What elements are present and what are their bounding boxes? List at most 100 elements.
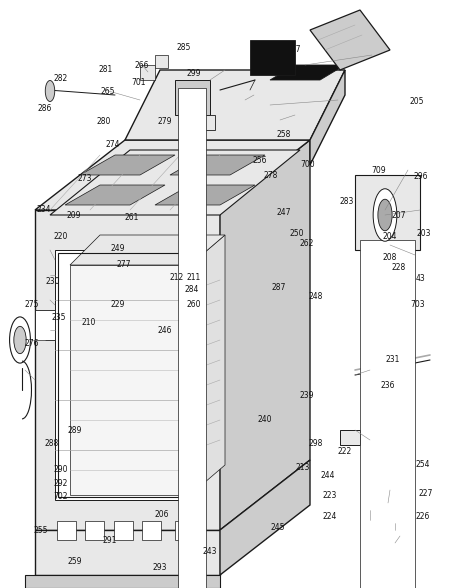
Polygon shape	[155, 55, 168, 68]
Polygon shape	[25, 575, 220, 588]
Bar	[114, 521, 133, 540]
Text: 700: 700	[300, 161, 314, 169]
Text: 262: 262	[300, 239, 314, 248]
Text: 208: 208	[383, 253, 397, 262]
Text: 702: 702	[54, 492, 68, 501]
Text: 276: 276	[25, 339, 39, 348]
Text: 259: 259	[68, 557, 82, 566]
Text: 288: 288	[44, 439, 58, 447]
Polygon shape	[220, 140, 310, 530]
Polygon shape	[35, 210, 220, 530]
Text: 283: 283	[340, 197, 354, 206]
Text: 223: 223	[322, 491, 337, 500]
Text: 231: 231	[385, 355, 400, 363]
Text: 282: 282	[54, 74, 68, 83]
Bar	[57, 521, 76, 540]
Text: 254: 254	[416, 460, 430, 469]
Text: 285: 285	[177, 43, 191, 52]
Polygon shape	[50, 150, 300, 215]
Polygon shape	[185, 115, 215, 130]
Text: 226: 226	[416, 512, 430, 521]
Text: 278: 278	[264, 171, 278, 180]
Text: 298: 298	[308, 439, 322, 447]
Text: 273: 273	[77, 174, 91, 183]
Polygon shape	[270, 65, 345, 80]
Polygon shape	[175, 80, 210, 115]
Text: 275: 275	[25, 300, 39, 309]
Polygon shape	[310, 10, 390, 70]
Text: 261: 261	[125, 213, 139, 222]
Text: 281: 281	[98, 65, 112, 74]
Text: 256: 256	[253, 156, 267, 165]
Text: 265: 265	[101, 87, 115, 96]
Text: 284: 284	[185, 285, 199, 295]
Text: 248: 248	[308, 292, 322, 300]
Text: 222: 222	[338, 447, 352, 456]
Text: 255: 255	[33, 526, 47, 534]
Bar	[175, 521, 194, 540]
Text: 204: 204	[383, 232, 397, 240]
Text: 246: 246	[158, 326, 172, 335]
Text: 205: 205	[410, 98, 424, 106]
Text: 213: 213	[295, 463, 310, 472]
Text: 43: 43	[416, 274, 426, 283]
Polygon shape	[70, 235, 225, 265]
Text: 236: 236	[381, 381, 395, 390]
Circle shape	[373, 189, 397, 241]
Text: 250: 250	[289, 229, 303, 238]
Text: 230: 230	[46, 277, 60, 286]
Text: 290: 290	[54, 465, 68, 474]
Text: 212: 212	[169, 273, 183, 282]
Text: 240: 240	[257, 416, 272, 425]
Text: 227: 227	[419, 489, 433, 498]
Polygon shape	[55, 250, 200, 500]
Text: 235: 235	[52, 313, 66, 322]
Polygon shape	[70, 265, 190, 495]
Text: 239: 239	[300, 392, 314, 400]
Text: 211: 211	[186, 273, 201, 282]
Circle shape	[9, 317, 30, 363]
Text: 274: 274	[106, 141, 120, 149]
Text: 206: 206	[155, 510, 169, 519]
Text: 234: 234	[36, 205, 51, 215]
Polygon shape	[340, 430, 360, 445]
Text: 296: 296	[414, 172, 428, 181]
Circle shape	[45, 81, 55, 102]
Polygon shape	[355, 175, 420, 250]
Text: 286: 286	[38, 103, 52, 113]
Text: 228: 228	[392, 263, 406, 272]
Text: 247: 247	[276, 208, 291, 216]
Bar	[178, 88, 206, 588]
Circle shape	[402, 549, 408, 562]
Text: 299: 299	[186, 69, 201, 78]
Bar	[360, 240, 415, 588]
Polygon shape	[220, 460, 310, 575]
Polygon shape	[170, 155, 265, 175]
Text: 709: 709	[371, 166, 385, 175]
Text: 258: 258	[276, 130, 291, 139]
Text: 220: 220	[54, 232, 68, 240]
Text: 287: 287	[272, 283, 286, 292]
Circle shape	[401, 536, 408, 550]
Text: 291: 291	[103, 536, 117, 545]
Text: 245: 245	[270, 523, 284, 532]
Text: 257: 257	[287, 45, 301, 54]
Text: 293: 293	[153, 563, 167, 572]
Text: 292: 292	[54, 479, 68, 487]
Text: 229: 229	[110, 300, 125, 309]
Polygon shape	[250, 40, 295, 75]
Polygon shape	[35, 140, 310, 210]
Text: 289: 289	[68, 426, 82, 435]
Text: 209: 209	[66, 211, 81, 220]
Polygon shape	[155, 185, 255, 205]
Text: 277: 277	[117, 260, 131, 269]
Text: 279: 279	[158, 117, 172, 126]
Polygon shape	[125, 70, 345, 140]
Text: 224: 224	[322, 512, 337, 521]
Text: 244: 244	[321, 471, 335, 480]
Text: 266: 266	[135, 61, 149, 69]
Text: 249: 249	[110, 245, 125, 253]
Circle shape	[378, 199, 392, 230]
Text: 703: 703	[411, 300, 425, 309]
Polygon shape	[35, 530, 220, 575]
